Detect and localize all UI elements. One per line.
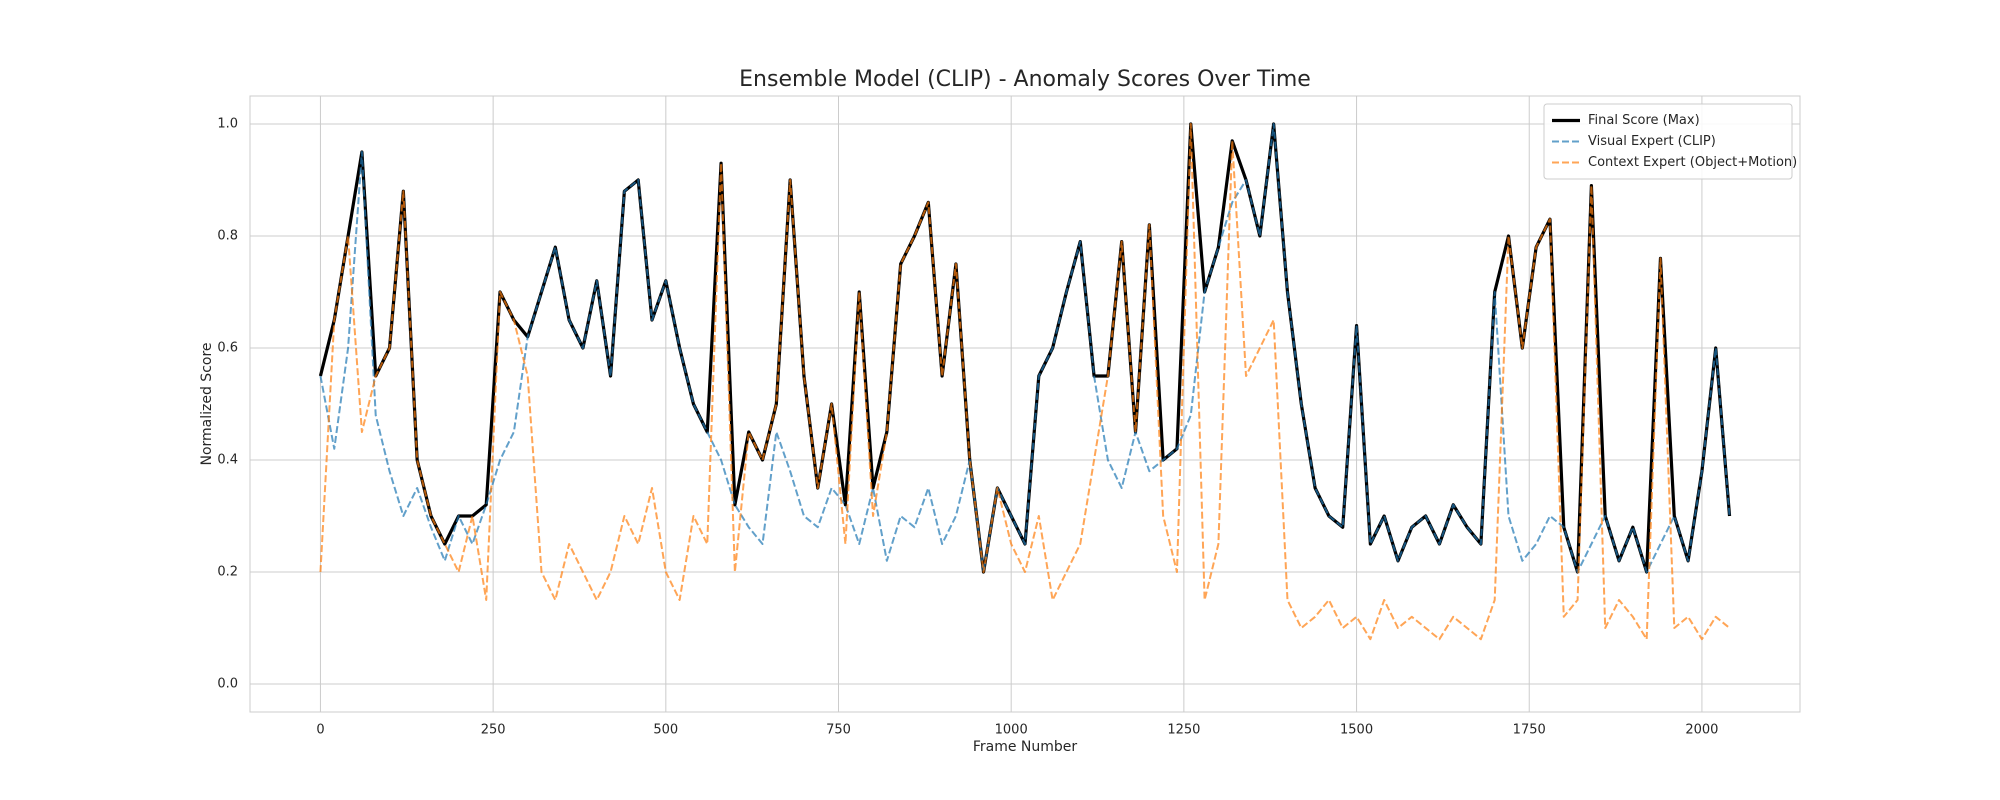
y-axis-label: Normalized Score xyxy=(199,342,215,465)
x-axis-label: Frame Number xyxy=(973,739,1078,755)
y-tick-label: 0.4 xyxy=(217,453,238,468)
x-tick-label: 1500 xyxy=(1340,723,1373,738)
x-tick-label: 250 xyxy=(481,723,506,738)
y-tick-label: 0.8 xyxy=(217,229,238,244)
x-tick-label: 750 xyxy=(826,723,851,738)
y-tick-label: 0.6 xyxy=(217,341,238,356)
x-tick-label: 1250 xyxy=(1167,723,1200,738)
series-line xyxy=(319,123,1731,641)
chart-title: Ensemble Model (CLIP) - Anomaly Scores O… xyxy=(739,67,1311,92)
x-tick-label: 500 xyxy=(653,723,678,738)
y-tick-label: 1.0 xyxy=(217,117,238,132)
x-tick-label: 0 xyxy=(316,723,324,738)
legend-label: Final Score (Max) xyxy=(1588,113,1700,128)
legend: Final Score (Max) Visual Expert (CLIP) Con… xyxy=(1543,103,1797,180)
plot-frame xyxy=(249,95,1801,713)
legend-label: Context Expert (Object+Motion) xyxy=(1588,155,1797,170)
legend-label: Visual Expert (CLIP) xyxy=(1588,134,1716,149)
x-tick-label: 1000 xyxy=(995,723,1028,738)
x-tick-label: 2000 xyxy=(1685,723,1718,738)
x-tick-label: 1750 xyxy=(1513,723,1546,738)
series-line xyxy=(319,123,1731,573)
y-tick-label: 0.0 xyxy=(217,677,238,692)
legend-box xyxy=(1543,103,1793,180)
y-tick-label: 0.2 xyxy=(217,565,238,580)
